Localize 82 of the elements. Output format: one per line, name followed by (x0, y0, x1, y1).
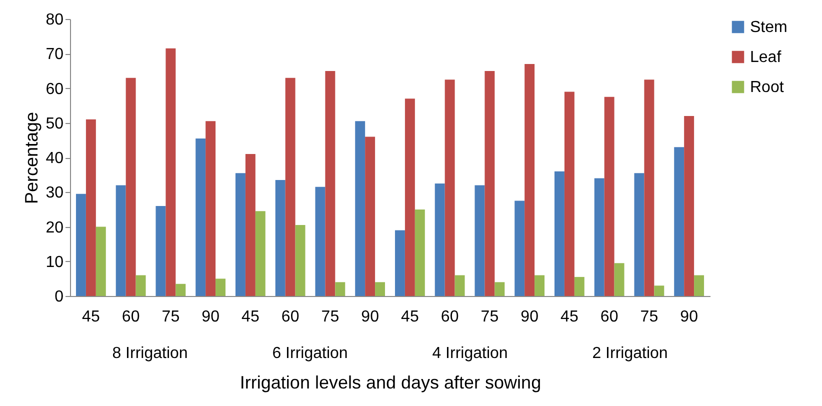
y-tick-label: 60 (46, 80, 64, 98)
bar (404, 98, 415, 296)
bar (494, 282, 505, 296)
bar (365, 136, 376, 296)
x-tick-label: 90 (202, 308, 220, 326)
bar (674, 147, 684, 296)
bar (206, 121, 216, 296)
bar (614, 263, 624, 296)
bar (514, 200, 525, 296)
x-tick-label: 60 (281, 308, 300, 326)
bar (474, 185, 485, 296)
legend-label: Root (750, 79, 784, 96)
bar (136, 275, 146, 296)
bar (554, 171, 564, 296)
bar (484, 70, 495, 296)
bar (126, 78, 136, 296)
bar (564, 92, 574, 296)
bar (524, 64, 535, 296)
bar (76, 194, 86, 296)
bar (574, 276, 584, 296)
bar (116, 185, 126, 296)
x-tick-label: 45 (82, 308, 100, 326)
bar (394, 230, 405, 296)
bar (176, 284, 186, 296)
x-tick-label: 45 (560, 308, 578, 326)
bar (654, 286, 664, 296)
y-tick-label: 70 (46, 46, 64, 64)
y-tick-label: 50 (46, 115, 64, 132)
x-tick-label: 90 (680, 308, 698, 326)
x-tick-label: 75 (321, 308, 340, 326)
y-axis-title: Percentage (22, 112, 42, 204)
x-tick-label: 90 (520, 308, 539, 326)
bar (245, 154, 256, 296)
text: 2 Irrigation (591, 345, 669, 363)
bar (694, 275, 704, 296)
bar (454, 275, 465, 296)
text: 4 Irrigation (431, 345, 509, 363)
text: 8 Irrigation (111, 345, 189, 363)
bar (216, 278, 226, 296)
bar (444, 80, 455, 296)
x-tick-label: 60 (600, 308, 618, 326)
bar (604, 96, 614, 296)
bar (315, 186, 326, 296)
legend-label: Leaf (750, 49, 782, 66)
bar (86, 119, 96, 296)
bar (325, 70, 336, 296)
bar (594, 178, 604, 296)
bar (335, 282, 346, 296)
y-tick-label: 20 (46, 219, 64, 236)
x-tick-label: 60 (122, 308, 140, 326)
bar (644, 80, 654, 296)
bar (196, 138, 206, 296)
x-tick-label: 60 (440, 308, 459, 326)
x-tick-label: 45 (242, 308, 260, 326)
bar (534, 275, 545, 296)
bar (634, 173, 644, 296)
bar (235, 173, 246, 296)
bar (375, 282, 386, 296)
x-tick-label: 75 (480, 308, 499, 326)
bar (96, 226, 106, 296)
bar (434, 183, 445, 296)
x-axis-title: Irrigation levels and days after sowing (240, 372, 542, 392)
bar (295, 225, 306, 296)
bar (684, 116, 694, 296)
y-tick-label: 30 (46, 184, 64, 202)
y-tick-label: 10 (46, 254, 64, 271)
bar (414, 209, 425, 296)
x-tick-label: 75 (162, 308, 180, 326)
x-tick-label: 45 (401, 308, 419, 326)
bar (275, 180, 286, 296)
legend-label: Stem (750, 19, 788, 36)
text: 6 Irrigation (271, 345, 349, 363)
bar (355, 121, 366, 296)
bar (166, 48, 176, 296)
bar (255, 211, 266, 296)
x-tick-label: 75 (640, 308, 658, 326)
y-tick-label: 80 (46, 12, 64, 28)
y-tick-label: 40 (46, 150, 64, 167)
bar (285, 78, 296, 296)
y-tick-label: 0 (54, 288, 64, 306)
x-tick-label: 90 (361, 308, 380, 326)
bar (156, 206, 166, 296)
